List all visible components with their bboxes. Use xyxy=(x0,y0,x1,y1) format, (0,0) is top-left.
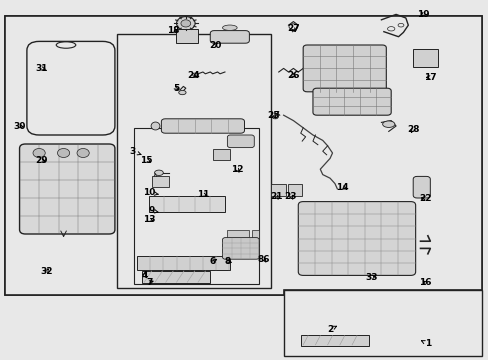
FancyBboxPatch shape xyxy=(287,184,302,196)
FancyBboxPatch shape xyxy=(303,45,386,92)
Text: 28: 28 xyxy=(406,125,419,134)
FancyBboxPatch shape xyxy=(137,256,229,270)
Ellipse shape xyxy=(179,90,185,95)
Text: 15: 15 xyxy=(140,156,153,165)
FancyBboxPatch shape xyxy=(312,88,390,115)
Text: 10: 10 xyxy=(142,188,158,197)
FancyBboxPatch shape xyxy=(161,119,244,133)
Text: 29: 29 xyxy=(35,156,48,165)
FancyBboxPatch shape xyxy=(300,335,368,346)
Text: 86: 86 xyxy=(257,255,270,264)
Ellipse shape xyxy=(58,149,69,158)
Polygon shape xyxy=(283,290,481,356)
Ellipse shape xyxy=(382,121,394,127)
Text: 14: 14 xyxy=(335,183,348,192)
Text: 8: 8 xyxy=(224,256,231,266)
FancyBboxPatch shape xyxy=(271,184,285,196)
FancyBboxPatch shape xyxy=(142,271,210,283)
FancyBboxPatch shape xyxy=(412,49,437,67)
Text: 5: 5 xyxy=(173,84,179,93)
Ellipse shape xyxy=(151,122,160,130)
Text: 20: 20 xyxy=(208,41,221,50)
Text: 2: 2 xyxy=(326,325,336,334)
FancyBboxPatch shape xyxy=(151,176,168,187)
Polygon shape xyxy=(5,16,481,295)
FancyBboxPatch shape xyxy=(117,34,271,288)
Text: 9: 9 xyxy=(148,206,158,215)
Text: 32: 32 xyxy=(40,267,53,276)
Text: 6: 6 xyxy=(209,256,216,266)
Ellipse shape xyxy=(176,17,195,30)
Text: 31: 31 xyxy=(35,64,48,73)
Text: 19: 19 xyxy=(416,10,428,19)
FancyBboxPatch shape xyxy=(227,230,249,241)
Text: 22: 22 xyxy=(418,194,431,202)
Text: 30: 30 xyxy=(13,122,26,131)
Text: 25: 25 xyxy=(267,111,280,120)
FancyBboxPatch shape xyxy=(212,149,229,160)
Ellipse shape xyxy=(272,115,278,119)
Text: 7: 7 xyxy=(145,278,153,287)
Text: 13: 13 xyxy=(142,215,155,224)
Text: 21: 21 xyxy=(269,192,282,201)
Ellipse shape xyxy=(222,25,237,31)
FancyBboxPatch shape xyxy=(222,238,259,259)
Text: 33: 33 xyxy=(365,273,377,282)
Ellipse shape xyxy=(181,20,190,27)
FancyBboxPatch shape xyxy=(298,202,415,275)
Text: 1: 1 xyxy=(421,339,430,348)
Text: 27: 27 xyxy=(286,24,299,33)
FancyBboxPatch shape xyxy=(210,31,249,43)
FancyBboxPatch shape xyxy=(5,16,481,295)
FancyBboxPatch shape xyxy=(134,128,259,284)
Text: 17: 17 xyxy=(423,73,436,82)
Text: 26: 26 xyxy=(286,71,299,80)
FancyBboxPatch shape xyxy=(227,135,254,148)
FancyBboxPatch shape xyxy=(149,196,224,212)
Ellipse shape xyxy=(154,170,163,175)
Ellipse shape xyxy=(192,73,198,77)
Text: 16: 16 xyxy=(418,278,431,287)
FancyBboxPatch shape xyxy=(251,230,259,241)
Ellipse shape xyxy=(77,149,89,158)
Text: 23: 23 xyxy=(284,192,297,201)
FancyBboxPatch shape xyxy=(20,144,115,234)
Text: 24: 24 xyxy=(186,71,199,80)
FancyBboxPatch shape xyxy=(412,176,429,198)
Text: 3: 3 xyxy=(129,147,141,156)
Text: 12: 12 xyxy=(230,165,243,174)
Text: 4: 4 xyxy=(141,271,147,280)
FancyBboxPatch shape xyxy=(176,29,198,43)
Text: 11: 11 xyxy=(196,190,209,199)
Ellipse shape xyxy=(33,149,45,158)
Text: 18: 18 xyxy=(167,26,180,35)
